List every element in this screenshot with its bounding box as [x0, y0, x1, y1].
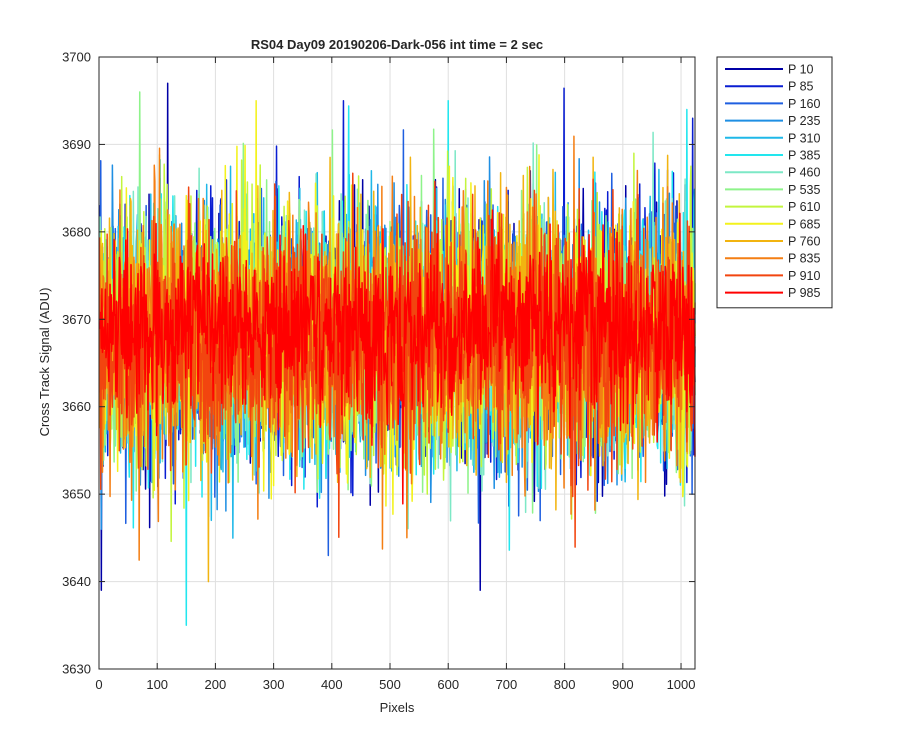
legend-label: P 460	[788, 166, 820, 180]
legend-label: P 610	[788, 200, 820, 214]
y-axis-label: Cross Track Signal (ADU)	[37, 288, 52, 437]
legend-label: P 910	[788, 269, 820, 283]
x-tick-label: 500	[379, 677, 401, 692]
legend-label: P 685	[788, 217, 820, 231]
legend-label: P 835	[788, 252, 820, 266]
legend-label: P 235	[788, 114, 820, 128]
legend-label: P 85	[788, 80, 814, 94]
y-tick-label: 3640	[62, 574, 91, 589]
legend-label: P 310	[788, 131, 820, 145]
y-tick-label: 3680	[62, 224, 91, 239]
legend-label: P 10	[788, 63, 814, 77]
x-tick-label: 400	[321, 677, 343, 692]
x-tick-label: 0	[95, 677, 102, 692]
x-tick-label: 600	[437, 677, 459, 692]
y-tick-label: 3630	[62, 662, 91, 677]
x-tick-label: 1000	[667, 677, 696, 692]
legend-label: P 535	[788, 183, 820, 197]
x-tick-label: 100	[146, 677, 168, 692]
series-line-p-985	[98, 209, 696, 505]
legend-label: P 985	[788, 286, 820, 300]
x-tick-label: 800	[554, 677, 576, 692]
legend-label: P 760	[788, 235, 820, 249]
legend: P 10 P 85 P 160 P 235 P 310 P 385 P 460 P 535 P …	[716, 56, 833, 309]
y-tick-label: 3700	[62, 50, 91, 65]
chart-title: RS04 Day09 20190206-Dark-056 int time = …	[251, 37, 543, 52]
axes-frame	[98, 56, 696, 670]
x-tick-label: 200	[205, 677, 227, 692]
y-tick-label: 3690	[62, 137, 91, 152]
x-tick-label: 700	[496, 677, 518, 692]
legend-label: P 385	[788, 149, 820, 163]
plot-area: 0 100 200 300 400 500 600 700 800 900 1000 3630 3640…	[62, 50, 696, 692]
legend-box	[716, 56, 833, 309]
x-tick-label: 900	[612, 677, 634, 692]
x-tick-label: 300	[263, 677, 285, 692]
y-tick-label: 3670	[62, 312, 91, 327]
y-tick-label: 3660	[62, 399, 91, 414]
legend-label: P 160	[788, 97, 820, 111]
y-tick-label: 3650	[62, 487, 91, 502]
x-axis-label: Pixels	[380, 700, 415, 715]
